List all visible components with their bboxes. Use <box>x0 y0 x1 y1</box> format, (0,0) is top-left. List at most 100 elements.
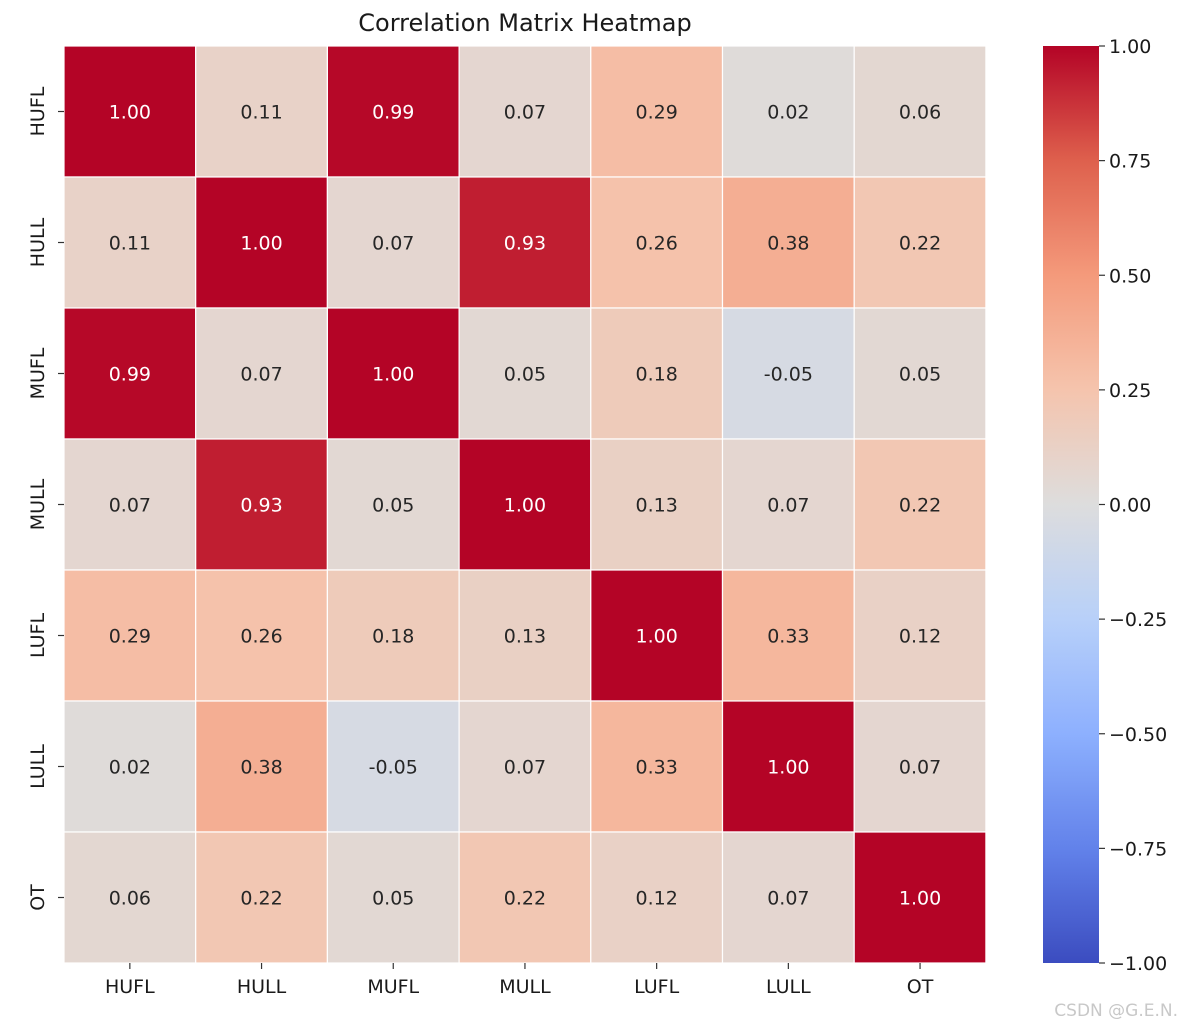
cell-value-label: 0.07 <box>899 757 941 779</box>
heatmap-cell-LULL-MUFL <box>326 700 460 833</box>
heatmap-cell-OT-MULL <box>458 831 592 964</box>
heatmap-cell-OT-LULL <box>721 831 855 964</box>
colorbar-tick-label: −0.25 <box>1109 609 1167 631</box>
heatmap-cell-MUFL-HUFL <box>63 307 197 440</box>
y-tick-label: LULL <box>27 744 49 789</box>
heatmap-cell-HUFL-HUFL <box>63 45 197 178</box>
y-tick-label: OT <box>27 884 49 911</box>
cell-value-label: 0.05 <box>372 495 414 517</box>
heatmap-cell-HULL-LULL <box>721 176 855 309</box>
heatmap-cell-HUFL-MUFL <box>326 45 460 178</box>
x-tick-label: LULL <box>766 976 811 998</box>
cell-value-label: 0.06 <box>899 102 941 124</box>
cell-value-label: 0.05 <box>899 364 941 386</box>
cell-value-label: 0.02 <box>109 757 151 779</box>
colorbar-tick-label: 0.00 <box>1109 495 1151 517</box>
colorbar-tick-label: 0.75 <box>1109 151 1151 173</box>
cell-value-label: 0.26 <box>240 626 282 648</box>
cell-value-label: 0.26 <box>635 233 677 255</box>
heatmap-cell-MUFL-MUFL <box>326 307 460 440</box>
y-tick-label: MUFL <box>27 347 49 399</box>
cell-value-label: 0.22 <box>504 888 546 910</box>
cell-value-label: 1.00 <box>504 495 546 517</box>
cell-value-label: 1.00 <box>372 364 414 386</box>
heatmap-cell-LUFL-OT <box>853 569 987 702</box>
heatmap-cell-HUFL-LULL <box>721 45 855 178</box>
cell-value-label: 0.13 <box>504 626 546 648</box>
cell-value-label: 1.00 <box>240 233 282 255</box>
heatmap-cell-LUFL-HUFL <box>63 569 197 702</box>
heatmap-cell-OT-HUFL <box>63 831 197 964</box>
heatmap-cell-MUFL-HULL <box>195 307 328 440</box>
cell-value-label: 0.07 <box>767 888 809 910</box>
heatmap-cell-MULL-MULL <box>458 438 592 571</box>
heatmap-cell-MULL-HULL <box>195 438 328 571</box>
heatmap-cell-HUFL-LUFL <box>590 45 724 178</box>
heatmap-cell-HULL-HUFL <box>63 176 197 309</box>
cell-value-label: 0.22 <box>240 888 282 910</box>
cell-value-label: -0.05 <box>764 364 813 386</box>
cell-value-label: 0.11 <box>109 233 151 255</box>
heatmap-cell-LUFL-MUFL <box>326 569 460 702</box>
cell-value-label: 0.93 <box>504 233 546 255</box>
cell-value-label: 0.18 <box>372 626 414 648</box>
x-tick-label: OT <box>907 976 934 998</box>
cell-value-label: 1.00 <box>635 626 677 648</box>
cell-value-label: 0.07 <box>504 102 546 124</box>
cell-value-label: 0.05 <box>372 888 414 910</box>
x-tick-label: MULL <box>499 976 551 998</box>
cell-value-label: 0.06 <box>109 888 151 910</box>
heatmap-cell-HUFL-MULL <box>458 45 592 178</box>
heatmap-cell-LULL-HUFL <box>63 700 197 833</box>
colorbar <box>1043 46 1099 963</box>
cell-value-label: 0.07 <box>767 495 809 517</box>
cell-value-label: 0.22 <box>899 495 941 517</box>
cell-value-label: 0.38 <box>767 233 809 255</box>
heatmap-cell-MUFL-MULL <box>458 307 592 440</box>
heatmap-cell-HULL-MUFL <box>326 176 460 309</box>
cell-value-label: 0.07 <box>504 757 546 779</box>
heatmap-cell-HULL-OT <box>853 176 987 309</box>
heatmap-cell-LULL-MULL <box>458 700 592 833</box>
cell-value-label: 0.12 <box>635 888 677 910</box>
heatmap-cell-MULL-LULL <box>721 438 855 571</box>
cell-value-label: -0.05 <box>369 757 418 779</box>
watermark: CSDN @G.E.N. <box>1054 1001 1178 1021</box>
cell-value-label: 1.00 <box>767 757 809 779</box>
heatmap-cell-LULL-HULL <box>195 700 328 833</box>
colorbar-tick-label: 1.00 <box>1109 36 1151 58</box>
heatmap-cell-MULL-HUFL <box>63 438 197 571</box>
x-tick-label: HUFL <box>105 976 155 998</box>
cell-value-label: 0.05 <box>504 364 546 386</box>
heatmap-cell-MULL-OT <box>853 438 987 571</box>
x-tick-label: MUFL <box>367 976 419 998</box>
x-tick-label: LUFL <box>634 976 679 998</box>
heatmap-cell-LULL-LUFL <box>590 700 724 833</box>
cell-value-label: 0.02 <box>767 102 809 124</box>
heatmap-cell-HUFL-HULL <box>195 45 328 178</box>
colorbar-tick-label: −0.75 <box>1109 838 1167 860</box>
heatmap-cell-OT-OT <box>853 831 987 964</box>
y-tick-label: MULL <box>27 478 49 530</box>
cell-value-label: 0.07 <box>240 364 282 386</box>
y-tick-label: LUFL <box>27 613 49 658</box>
cell-value-label: 0.33 <box>635 757 677 779</box>
heatmap-cell-MUFL-OT <box>853 307 987 440</box>
y-tick-label: HUFL <box>27 86 49 136</box>
colorbar-tick-label: −1.00 <box>1109 953 1167 975</box>
chart-title: Correlation Matrix Heatmap <box>358 9 691 37</box>
cell-value-label: 0.11 <box>240 102 282 124</box>
heatmap-cell-HULL-LUFL <box>590 176 724 309</box>
cell-value-label: 0.13 <box>635 495 677 517</box>
heatmap-cell-OT-MUFL <box>326 831 460 964</box>
cell-value-label: 0.07 <box>372 233 414 255</box>
cell-value-label: 0.38 <box>240 757 282 779</box>
y-tick-label: HULL <box>27 217 49 267</box>
cell-value-label: 0.07 <box>109 495 151 517</box>
x-tick-label: HULL <box>237 976 287 998</box>
cell-value-label: 0.18 <box>635 364 677 386</box>
heatmap-cell-OT-LUFL <box>590 831 724 964</box>
cell-value-label: 0.12 <box>899 626 941 648</box>
cell-value-label: 0.29 <box>635 102 677 124</box>
